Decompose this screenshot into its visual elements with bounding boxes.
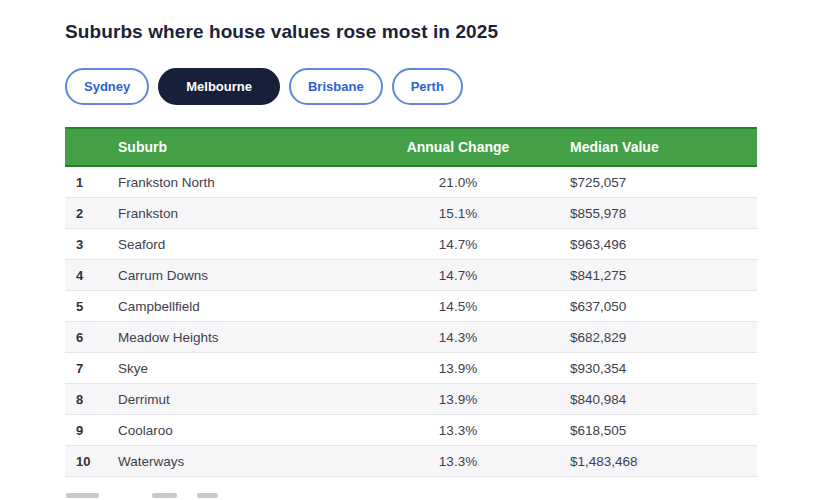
city-tabs: SydneyMelbourneBrisbanePerth bbox=[65, 68, 463, 105]
table-row: 6Meadow Heights14.3%$682,829 bbox=[65, 322, 757, 353]
rank-cell: 7 bbox=[65, 361, 118, 376]
annual-change-cell: 14.7% bbox=[368, 237, 548, 252]
annual-change-cell: 13.3% bbox=[368, 423, 548, 438]
rank-cell: 8 bbox=[65, 392, 118, 407]
table-row: 1Frankston North21.0%$725,057 bbox=[65, 167, 757, 198]
table-row: 3Seaford14.7%$963,496 bbox=[65, 229, 757, 260]
table-row: 9Coolaroo13.3%$618,505 bbox=[65, 415, 757, 446]
median-value-cell: $618,505 bbox=[548, 423, 757, 438]
suburb-cell: Skye bbox=[118, 361, 368, 376]
annual-change-cell: 13.9% bbox=[368, 361, 548, 376]
table-row: 8Derrimut13.9%$840,984 bbox=[65, 384, 757, 415]
clipped-text-fragment bbox=[197, 493, 218, 498]
median-value-cell: $963,496 bbox=[548, 237, 757, 252]
column-header-annual-change: Annual Change bbox=[368, 139, 548, 155]
clipped-text-fragment bbox=[66, 493, 266, 500]
suburbs-table: Suburb Annual Change Median Value 1Frank… bbox=[65, 127, 757, 477]
table-body: 1Frankston North21.0%$725,0572Frankston1… bbox=[65, 167, 757, 477]
suburb-cell: Campbellfield bbox=[118, 299, 368, 314]
annual-change-cell: 14.7% bbox=[368, 268, 548, 283]
suburb-cell: Coolaroo bbox=[118, 423, 368, 438]
median-value-cell: $682,829 bbox=[548, 330, 757, 345]
suburb-cell: Seaford bbox=[118, 237, 368, 252]
column-header-median-value: Median Value bbox=[548, 139, 757, 155]
median-value-cell: $930,354 bbox=[548, 361, 757, 376]
tab-brisbane[interactable]: Brisbane bbox=[289, 68, 383, 105]
annual-change-cell: 13.3% bbox=[368, 454, 548, 469]
clipped-text-fragment bbox=[152, 493, 177, 498]
tab-melbourne[interactable]: Melbourne bbox=[158, 68, 280, 105]
median-value-cell: $637,050 bbox=[548, 299, 757, 314]
rank-cell: 1 bbox=[65, 175, 118, 190]
annual-change-cell: 14.3% bbox=[368, 330, 548, 345]
annual-change-cell: 14.5% bbox=[368, 299, 548, 314]
suburb-cell: Derrimut bbox=[118, 392, 368, 407]
rank-cell: 3 bbox=[65, 237, 118, 252]
table-row: 10Waterways13.3%$1,483,468 bbox=[65, 446, 757, 477]
table-header-row: Suburb Annual Change Median Value bbox=[65, 127, 757, 167]
table-row: 7Skye13.9%$930,354 bbox=[65, 353, 757, 384]
suburb-cell: Frankston bbox=[118, 206, 368, 221]
median-value-cell: $841,275 bbox=[548, 268, 757, 283]
median-value-cell: $840,984 bbox=[548, 392, 757, 407]
tab-perth[interactable]: Perth bbox=[392, 68, 463, 105]
clipped-text-fragment bbox=[66, 493, 99, 498]
rank-cell: 10 bbox=[65, 454, 118, 469]
rank-cell: 6 bbox=[65, 330, 118, 345]
page: Suburbs where house values rose most in … bbox=[0, 0, 821, 500]
suburb-cell: Waterways bbox=[118, 454, 368, 469]
suburb-cell: Meadow Heights bbox=[118, 330, 368, 345]
median-value-cell: $855,978 bbox=[548, 206, 757, 221]
rank-cell: 5 bbox=[65, 299, 118, 314]
suburb-cell: Carrum Downs bbox=[118, 268, 368, 283]
rank-cell: 2 bbox=[65, 206, 118, 221]
table-row: 2Frankston15.1%$855,978 bbox=[65, 198, 757, 229]
page-title: Suburbs where house values rose most in … bbox=[65, 21, 498, 43]
suburb-cell: Frankston North bbox=[118, 175, 368, 190]
rank-cell: 9 bbox=[65, 423, 118, 438]
annual-change-cell: 13.9% bbox=[368, 392, 548, 407]
rank-cell: 4 bbox=[65, 268, 118, 283]
column-header-suburb: Suburb bbox=[118, 139, 368, 155]
table-row: 5Campbellfield14.5%$637,050 bbox=[65, 291, 757, 322]
median-value-cell: $725,057 bbox=[548, 175, 757, 190]
annual-change-cell: 15.1% bbox=[368, 206, 548, 221]
median-value-cell: $1,483,468 bbox=[548, 454, 757, 469]
annual-change-cell: 21.0% bbox=[368, 175, 548, 190]
tab-sydney[interactable]: Sydney bbox=[65, 68, 149, 105]
table-row: 4Carrum Downs14.7%$841,275 bbox=[65, 260, 757, 291]
